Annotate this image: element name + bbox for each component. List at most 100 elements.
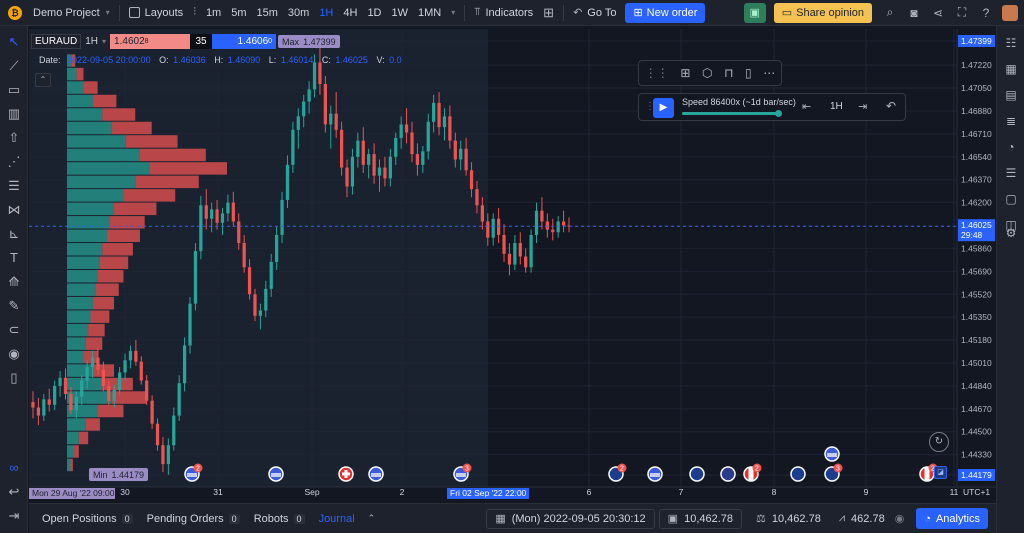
indicators-button[interactable]: ⫪ Indicators	[469, 0, 538, 26]
tab-journal[interactable]: Journal	[312, 513, 362, 525]
timeframe-1d[interactable]: 1D	[367, 6, 382, 19]
pitchfork-icon[interactable]: ⋰	[7, 154, 21, 169]
undo-icon[interactable]: ↩	[8, 484, 20, 499]
new-order-label: New order	[646, 6, 698, 19]
chart-area[interactable]: 1.47399 1.47220 1.47050 1.46880 1.46710 1.465…	[29, 29, 996, 499]
candle-body	[507, 253, 512, 265]
news-icon[interactable]: ▤	[1005, 88, 1017, 102]
min-label: Min	[93, 469, 108, 480]
collapse-legend-button[interactable]: ⌃	[35, 73, 51, 87]
more-icon[interactable]: ⋯	[763, 66, 776, 80]
settings-hex-icon[interactable]: ⬡	[702, 66, 713, 80]
candle-body	[399, 124, 403, 138]
trash-icon[interactable]: ▯	[10, 370, 18, 385]
fullscreen-icon[interactable]: ⛶	[957, 5, 967, 19]
eye-icon[interactable]: ◉	[8, 346, 20, 361]
timeframe-30m[interactable]: 30m	[287, 6, 310, 19]
volume-profile-sell-bar	[102, 243, 133, 256]
indicators-icon: ⫪	[474, 6, 481, 18]
timeframe-1m[interactable]: 1m	[205, 6, 222, 19]
brush-icon[interactable]: ⟰	[8, 274, 20, 289]
alerts-icon[interactable]: ◔	[1007, 140, 1015, 154]
drag-handle-icon[interactable]: ⋮⋮	[644, 66, 669, 80]
new-order-button[interactable]: ⊞ New order	[625, 2, 706, 23]
replay-speed-slider[interactable]	[682, 110, 782, 117]
templates-icon[interactable]: ⊞	[543, 4, 555, 20]
candle-body	[177, 383, 181, 416]
trend-line-icon[interactable]: ⟋	[9, 58, 19, 73]
candle-body	[96, 357, 100, 370]
volume-profile-sell-bar	[102, 377, 133, 391]
tab-robots[interactable]: Robots 0	[247, 513, 312, 525]
timeframe-15m[interactable]: 15m	[256, 6, 278, 19]
notes-icon[interactable]: ▢	[1005, 192, 1017, 206]
replay-datetime-field[interactable]: ▦ (Mon) 2022-09-05 20:30:12	[486, 508, 655, 529]
timeframe-5m[interactable]: 5m	[231, 6, 247, 19]
pencil-icon[interactable]: ✎	[8, 298, 20, 313]
exit-replay-icon[interactable]: ↶	[886, 99, 897, 113]
candle-body	[155, 423, 160, 446]
pattern-icon[interactable]: ⋈	[7, 202, 21, 217]
replay-speed-slider-knob[interactable]	[775, 110, 782, 117]
search-icon[interactable]: ⌕	[886, 5, 894, 19]
lock-icon[interactable]: ⊓	[724, 66, 734, 80]
collapse-panel-icon[interactable]: ⇥	[8, 508, 20, 523]
candle-body	[437, 102, 441, 128]
magnet-icon[interactable]: ⊂	[8, 322, 20, 337]
avatar[interactable]	[1002, 4, 1018, 21]
trash-icon[interactable]: ▯	[745, 66, 752, 80]
ruler-icon[interactable]: ⊾	[8, 226, 20, 241]
timeframe-1mn[interactable]: 1MN	[418, 6, 442, 19]
timeframe-more-chevron-icon[interactable]: ▾	[451, 8, 456, 17]
calendar-icon[interactable]: ▦	[1005, 62, 1017, 76]
share-opinion-button[interactable]: ▭ Share opinion	[773, 2, 872, 23]
analytics-button[interactable]: ◔ Analytics	[916, 508, 988, 529]
step-forward-icon[interactable]: ⇥	[858, 101, 868, 113]
timeframe-1h[interactable]: 1H	[319, 6, 334, 19]
price-chart[interactable]: 1.47399 1.47220 1.47050 1.46880 1.46710 1.465…	[29, 29, 996, 499]
tab-open-positions[interactable]: Open Positions 0	[35, 513, 140, 525]
step-back-icon[interactable]: ⇤	[802, 101, 812, 113]
scale-mode-button[interactable]: ◪	[934, 466, 947, 479]
volume-profile-sell-bar	[135, 175, 199, 189]
timeframe-1w[interactable]: 1W	[391, 6, 409, 19]
fib-icon[interactable]: ☰	[8, 178, 20, 193]
symbol-name[interactable]: EURAUD	[31, 34, 82, 49]
grid-icon[interactable]: ⊞	[680, 66, 691, 80]
bar-pattern-icon[interactable]: ▥	[7, 106, 21, 121]
sync-link-icon[interactable]: ∞	[9, 460, 19, 475]
share-icon[interactable]: ⋖	[932, 5, 944, 20]
text-icon[interactable]: T	[10, 250, 18, 265]
replay-interval[interactable]: 1H	[830, 101, 843, 112]
buy-button[interactable]: 1.4606 0	[212, 34, 277, 49]
layouts-toggle[interactable]: Layouts	[124, 0, 189, 26]
cursor-icon[interactable]: ↖	[8, 34, 20, 49]
volume-profile-sell-bar	[92, 94, 117, 108]
help-icon[interactable]: ?	[982, 5, 990, 20]
watchlist-icon[interactable]: ☷	[1005, 36, 1017, 50]
list-icon[interactable]: ☰	[1005, 166, 1017, 180]
play-button[interactable]: ▶	[653, 98, 674, 118]
eye-icon[interactable]: ◉	[894, 513, 905, 525]
chevron-up-icon[interactable]: ⌃	[367, 513, 376, 523]
goto-button[interactable]: ↶ Go To	[568, 0, 621, 26]
layers-icon[interactable]: ◫	[1005, 218, 1017, 232]
camera-icon[interactable]: ◙	[910, 5, 918, 20]
quantity-input[interactable]: 35	[190, 34, 213, 49]
arrow-up-icon[interactable]: ⇧	[8, 130, 20, 145]
gift-icon[interactable]: ▣	[743, 2, 766, 23]
replay-datetime: (Mon) 2022-09-05 20:30:12	[511, 512, 646, 525]
settings-icon[interactable]: ⚙	[1005, 226, 1017, 240]
candles-type-icon[interactable]: ⫶	[193, 6, 196, 18]
timeframe-4h[interactable]: 4H	[343, 6, 358, 19]
project-selector[interactable]: Demo Project ▾	[28, 0, 115, 26]
rectangle-icon[interactable]: ▭	[7, 82, 21, 97]
volume-profile-buy-bar	[67, 81, 84, 94]
sell-button[interactable]: 1.4602 8	[110, 34, 191, 49]
event-count-badge	[617, 463, 627, 473]
reset-chart-button[interactable]: ↻	[929, 432, 949, 452]
interval-label[interactable]: 1H	[85, 36, 99, 47]
orders-icon[interactable]: ≣	[1005, 114, 1017, 128]
balance-value: 10,462.78	[684, 512, 734, 525]
tab-pending-orders[interactable]: Pending Orders 0	[140, 513, 247, 525]
